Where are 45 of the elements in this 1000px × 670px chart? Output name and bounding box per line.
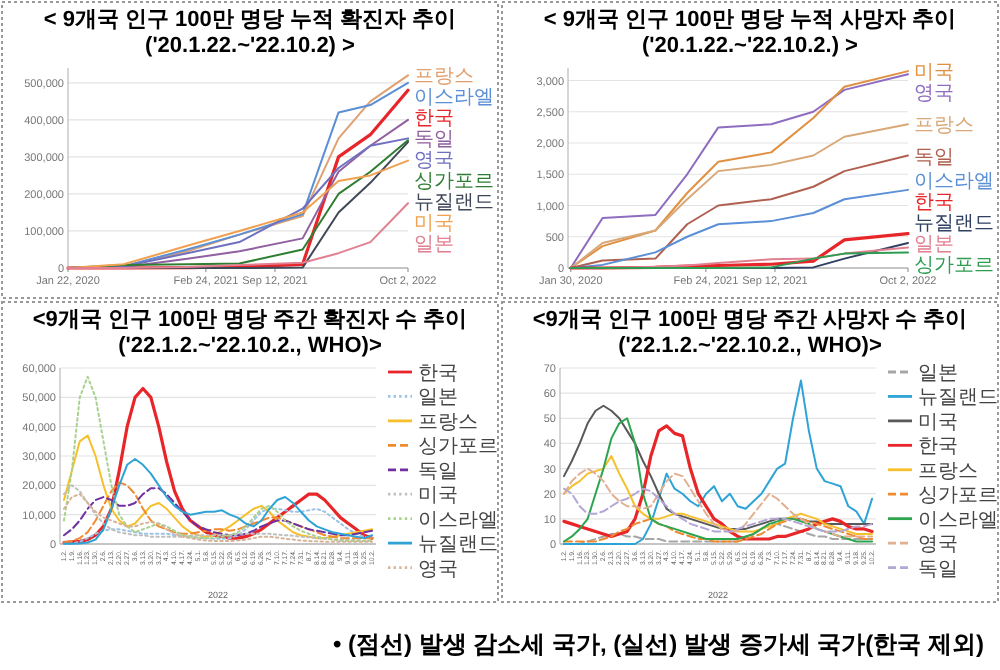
legend-label: 영국 [918,534,958,557]
legend-label: 이스라엘 [918,509,998,532]
legend-label: 독일 [918,558,958,581]
chart-title: < 9개국 인구 100만 명당 누적 사망자 추이 [543,8,957,32]
legend-label: 싱가포르 [418,436,498,459]
legend-label: 일본 [918,363,958,385]
legend-label: 이스라엘 [418,509,498,532]
series-label: 일본 [414,234,454,257]
legend-label: 영국 [418,558,458,581]
series-label: 영국 [914,83,954,106]
chart-title: <9개국 인구 100만 명당 주간 사망자 수 추이 [532,308,968,332]
legend-label: 싱가포르 [918,485,998,508]
series-label: 이스라엘 [414,87,494,110]
series-label: 미국 [914,62,954,85]
series-label: 뉴질랜드 [914,213,994,235]
legend-label: 한국 [418,363,458,385]
series-label: 이스라엘 [914,171,994,193]
legend-label: 미국 [418,485,458,508]
legend-label: 뉴질랜드 [918,387,998,410]
series-label: 프랑스 [914,115,974,138]
text: 미국 [414,213,454,236]
legend-label: 한국 [918,436,958,459]
text: • (점선) 발생 감소세 국가, (실선) 발생 증가세 국가(한국 제외) [332,630,984,658]
chart-title: <9개국 인구 100만 명당 주간 확진자 수 추이 [32,308,468,332]
legend-label: 일본 [418,387,458,410]
series-label: 프랑스 [414,66,474,89]
series-label: 뉴질랜드 [414,192,494,215]
chart-subtitle: ('20.1.22.~'22.10.2) > [145,34,355,58]
legend-label: 프랑스 [918,460,978,483]
chart-title: < 9개국 인구 100만 명당 누적 확진자 추이 [43,8,457,32]
chart-subtitle: ('22.1.2.~'22.10.2., WHO)> [118,334,382,358]
legend-label: 미국 [918,411,958,434]
legend-label: 프랑스 [418,411,478,434]
series-label: 한국 [414,108,454,131]
series-label: 영국 [414,150,454,173]
series-label: 싱가포르 [414,171,494,194]
legend-label: 뉴질랜드 [418,534,498,557]
series-label: 한국 [914,192,954,214]
series-label: 싱가포르 [914,255,994,277]
legend-label: 독일 [418,460,458,483]
series-label: 독일 [414,129,454,152]
chart-subtitle: ('20.1.22.~'22.10.2.) > [642,34,858,58]
series-label: 독일 [914,146,954,169]
series-label: 일본 [914,234,954,256]
chart-subtitle: ('22.1.2.~'22.10.2., WHO)> [618,334,882,358]
